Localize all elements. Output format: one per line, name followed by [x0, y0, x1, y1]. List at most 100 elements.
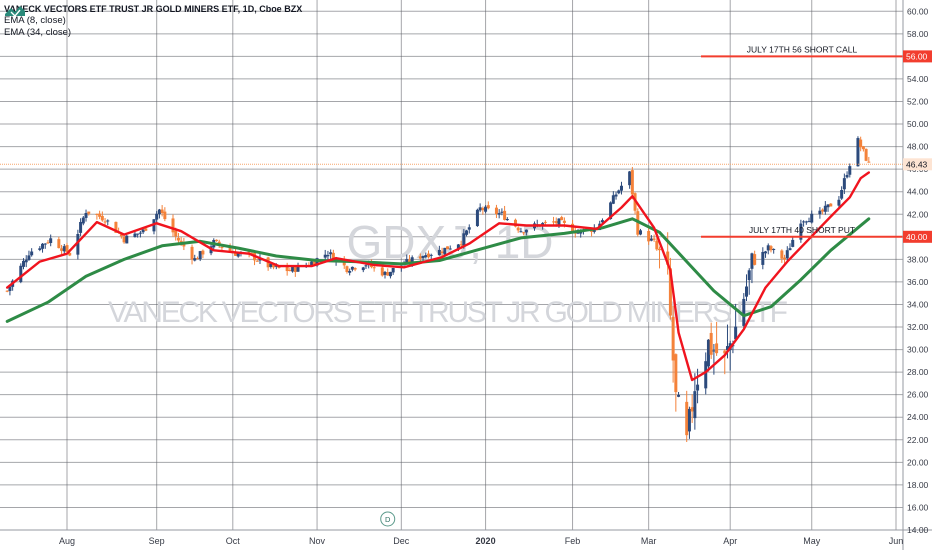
candle-body	[138, 232, 142, 234]
candle-body	[840, 189, 844, 199]
candle-body	[674, 354, 678, 393]
candle-body	[465, 230, 469, 235]
candle-body	[723, 350, 727, 354]
candle-body	[424, 255, 428, 258]
candle-body	[250, 252, 254, 254]
candle-body	[198, 251, 202, 260]
short-call-price-badge: 56.00	[906, 51, 928, 61]
dividend-marker-label: D	[385, 515, 391, 524]
candle-body	[799, 223, 803, 240]
candle-body	[106, 220, 110, 222]
candle-body	[100, 215, 104, 221]
candle-body	[658, 248, 662, 251]
watermark-name: VANECK VECTORS ETF TRUST JR GOLD MINERS …	[108, 296, 788, 329]
candle-body	[350, 266, 354, 270]
y-tick-label: 34.00	[907, 299, 929, 309]
candle-body	[462, 233, 466, 246]
candle-body	[421, 256, 425, 259]
candle-body	[709, 332, 713, 355]
candle-body	[649, 238, 653, 241]
candle-body	[331, 252, 335, 261]
short-call-label: JULY 17TH 56 SHORT CALL	[747, 44, 858, 54]
last-price-badge: 46.43	[906, 159, 928, 169]
candle-body	[780, 250, 784, 259]
y-tick-label: 32.00	[907, 322, 929, 332]
candle-body	[456, 244, 460, 249]
x-tick-label: Apr	[723, 536, 737, 546]
candle-body	[505, 218, 509, 221]
candle-body	[617, 190, 621, 194]
candle-body	[753, 254, 757, 265]
candle-body	[329, 252, 333, 255]
candle-body	[157, 209, 161, 215]
x-tick-label: Mar	[641, 536, 657, 546]
candle-body	[220, 246, 224, 249]
legend-ema-34[interactable]: EMA (34, close)	[4, 27, 72, 38]
candle-body	[837, 199, 841, 206]
dividend-marker-icon[interactable]	[380, 511, 396, 527]
candle-body	[766, 245, 770, 251]
candle-body	[522, 232, 526, 234]
candle-body	[600, 220, 604, 223]
candle-body	[122, 236, 126, 243]
short-put-price-badge-bg	[903, 230, 932, 243]
candle-body	[704, 361, 708, 389]
ema-34-line[interactable]	[5, 217, 871, 323]
candle-body	[60, 248, 64, 251]
candle-body	[296, 265, 300, 272]
candle-body	[81, 217, 85, 224]
candle-body	[823, 205, 827, 212]
candle-body	[446, 246, 450, 250]
candle-body	[236, 253, 240, 257]
candle-body	[293, 267, 297, 273]
y-tick-label: 50.00	[907, 119, 929, 129]
candle-body	[611, 195, 615, 204]
candle-body	[829, 203, 833, 207]
candle-body	[22, 260, 26, 267]
y-tick-label: 36.00	[907, 277, 929, 287]
candle-body	[690, 407, 694, 412]
chart-title: VANECK VECTORS ETF TRUST JR GOLD MINERS …	[4, 4, 303, 14]
y-tick-label: 42.00	[907, 209, 929, 219]
candle-body	[467, 227, 471, 230]
candle-body	[407, 259, 411, 263]
candle-body	[27, 255, 31, 260]
candle-body	[842, 178, 846, 190]
x-tick-label: Jun	[889, 536, 904, 546]
candle-body	[864, 148, 868, 161]
candle-body	[429, 254, 433, 256]
candle-body	[494, 207, 498, 214]
y-tick-label: 58.00	[907, 29, 929, 39]
candle-body	[87, 211, 91, 214]
y-tick-label: 26.00	[907, 390, 929, 400]
candle-body	[481, 208, 485, 211]
candle-body	[571, 223, 575, 233]
candle-body	[437, 249, 441, 256]
candle-body	[478, 207, 482, 211]
candle-body	[410, 257, 414, 264]
candle-body	[176, 237, 180, 241]
candle-body	[201, 250, 205, 255]
x-tick-label: Dec	[393, 536, 410, 546]
y-tick-label: 22.00	[907, 435, 929, 445]
y-tick-label: 14.00	[907, 525, 929, 535]
candle-body	[725, 346, 729, 351]
y-tick-label: 24.00	[907, 412, 929, 422]
short-put-price-badge: 40.00	[906, 232, 928, 242]
candle-body	[630, 170, 634, 195]
candle-body	[372, 267, 376, 269]
candle-body	[693, 391, 697, 419]
legend-ema-8[interactable]: EMA (8, close)	[4, 15, 66, 26]
candle-body	[155, 213, 159, 220]
candle-body	[41, 243, 45, 249]
candle-body	[141, 229, 145, 233]
ema-8-line[interactable]	[5, 171, 870, 382]
candle-body	[818, 210, 822, 215]
candle-body	[269, 263, 273, 267]
candle-body	[802, 221, 806, 223]
candle-body	[524, 229, 528, 233]
candle-body	[345, 266, 349, 273]
candle-body	[687, 408, 691, 432]
candle-body	[383, 271, 387, 275]
